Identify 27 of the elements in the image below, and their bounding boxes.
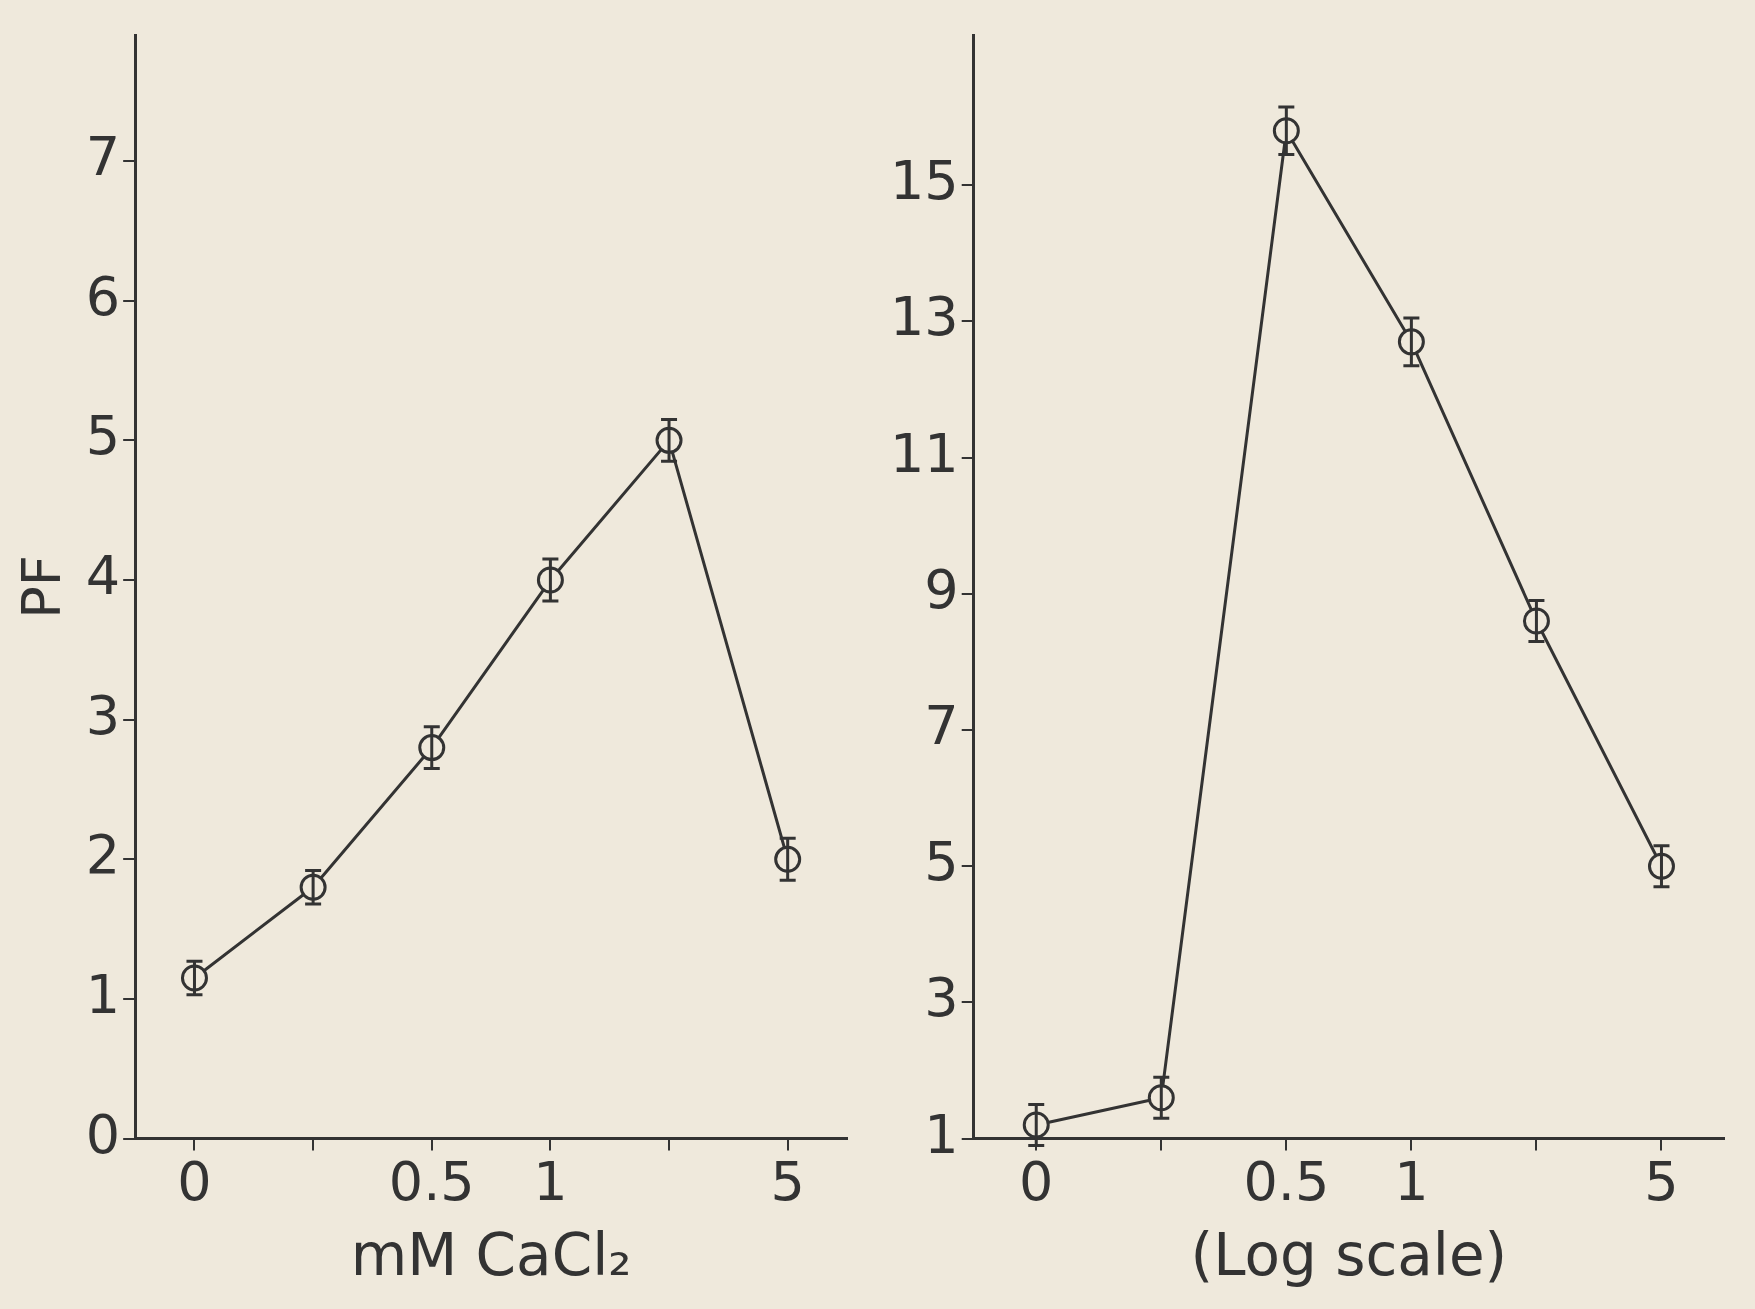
y-tick-label: 3: [924, 966, 959, 1030]
y-tick-label: 1: [85, 962, 121, 1026]
y-tick-label: 2: [85, 823, 121, 887]
x-tick-label: 1: [533, 1150, 568, 1214]
y-tick-label: 4: [85, 544, 121, 608]
x-tick-label: 0.5: [388, 1150, 475, 1214]
x-axis-title: (Log scale): [1190, 1221, 1508, 1290]
y-tick-label: 7: [924, 694, 959, 758]
x-tick-label: 5: [1644, 1150, 1679, 1214]
y-tick-label: 3: [85, 683, 121, 747]
y-tick-label: 5: [924, 830, 959, 894]
y-tick-label: 9: [924, 557, 959, 621]
y-tick-label: 0: [85, 1102, 121, 1166]
y-tick-label: 6: [85, 264, 121, 328]
x-tick-label: 0.5: [1243, 1150, 1330, 1214]
y-tick-label: 11: [889, 421, 959, 485]
y-axis-title: PF: [10, 555, 74, 619]
x-tick-label: 0: [1019, 1150, 1054, 1214]
x-tick-label: 0: [177, 1150, 212, 1214]
x-axis-title: mM CaCl₂: [350, 1221, 632, 1290]
y-tick-label: 13: [889, 285, 959, 349]
y-tick-label: 5: [85, 404, 121, 468]
x-tick-label: 5: [770, 1150, 805, 1214]
y-tick-label: 15: [889, 149, 959, 213]
x-tick-label: 1: [1394, 1150, 1429, 1214]
y-tick-label: 7: [85, 125, 121, 189]
y-tick-label: 1: [924, 1102, 959, 1166]
